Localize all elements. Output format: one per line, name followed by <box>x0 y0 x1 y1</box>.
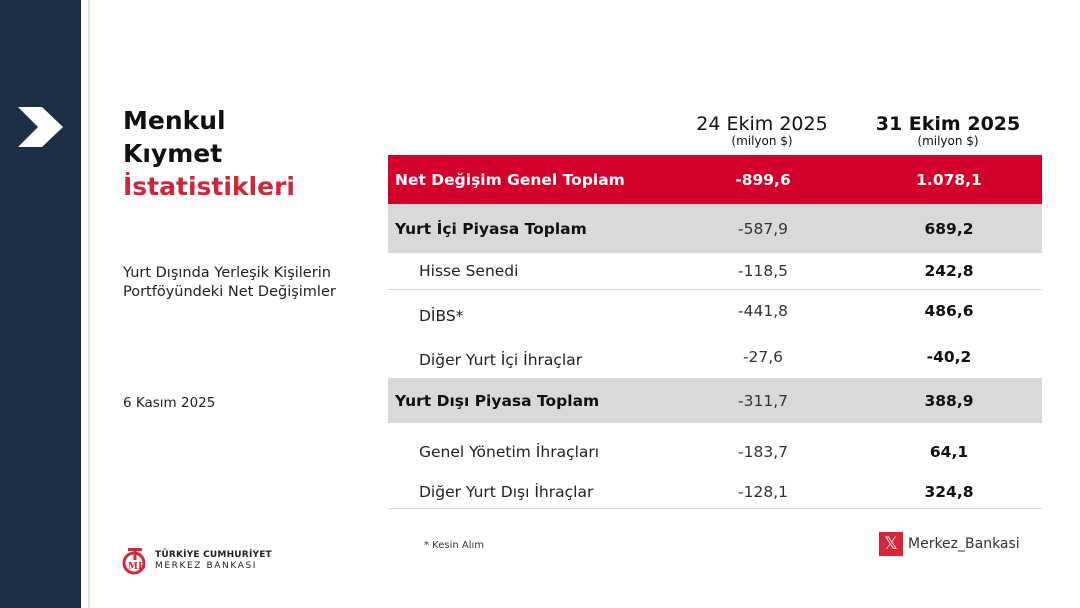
report-date: 6 Kasım 2025 <box>123 395 216 411</box>
sidebar <box>0 0 81 608</box>
subtitle-line: Portföyündeki Net Değişimler <box>123 284 336 300</box>
value-cell: -128,1 <box>738 482 788 501</box>
logo-text: MERKEZ BANKASI <box>155 561 258 571</box>
table-row: Diğer Yurt İçi İhraçlar -27,6 -40,2 <box>388 336 1042 378</box>
tcmb-logo-icon: MB <box>122 548 146 575</box>
chevron-right-icon <box>18 107 63 147</box>
value-cell: -118,5 <box>738 262 788 280</box>
data-table: Net Değişim Genel Toplam -899,6 1.078,1 Yu… <box>388 155 1042 509</box>
column-header: 31 Ekim 2025 (milyon $) <box>855 113 1041 148</box>
value-cell: -311,7 <box>738 391 788 410</box>
column-unit: (milyon $) <box>917 134 979 148</box>
x-icon: 𝕏 <box>879 532 903 556</box>
column-header: 24 Ekim 2025 (milyon $) <box>669 113 855 148</box>
title-line: İstatistikleri <box>123 172 295 201</box>
value-cell: 324,8 <box>924 482 974 501</box>
social-link[interactable]: 𝕏 Merkez_Bankasi <box>879 532 1020 556</box>
value-cell: 242,8 <box>924 262 974 280</box>
value-cell: 1.078,1 <box>916 170 982 189</box>
row-label: Net Değişim Genel Toplam <box>395 170 625 189</box>
value-cell: -587,9 <box>738 219 788 238</box>
footnote: * Kesin Alım <box>424 540 485 551</box>
value-cell: -441,8 <box>738 302 788 320</box>
table-header: 24 Ekim 2025 (milyon $) 31 Ekim 2025 (mily… <box>388 113 1042 153</box>
value-cell: 689,2 <box>924 219 974 238</box>
subtitle: Yurt Dışında Yerleşik Kişilerin Portföyü… <box>123 264 336 302</box>
table-row: Yurt Dışı Piyasa Toplam -311,7 388,9 <box>388 378 1042 423</box>
row-label: Diğer Yurt İçi İhraçlar <box>419 350 583 369</box>
table-row: Diğer Yurt Dışı İhraçlar -128,1 324,8 <box>388 475 1042 509</box>
table-row: Hisse Senedi -118,5 242,8 <box>388 253 1042 290</box>
row-label: DİBS* <box>419 307 464 325</box>
table-row: Genel Yönetim İhraçları -183,7 64,1 <box>388 423 1042 475</box>
table-row: Yurt İçi Piyasa Toplam -587,9 689,2 <box>388 204 1042 253</box>
value-cell: -899,6 <box>735 170 791 189</box>
divider <box>88 0 90 608</box>
logo-text: TÜRKİYE CUMHURİYET <box>155 550 272 560</box>
svg-text:MB: MB <box>128 562 146 572</box>
column-date: 24 Ekim 2025 <box>696 113 828 135</box>
table-row: Net Değişim Genel Toplam -899,6 1.078,1 <box>388 155 1042 204</box>
title-line: Kıymet <box>123 139 223 168</box>
row-label: Genel Yönetim İhraçları <box>419 443 600 461</box>
value-cell: 388,9 <box>924 391 974 410</box>
row-label: Hisse Senedi <box>419 262 519 280</box>
value-cell: 486,6 <box>924 302 974 320</box>
column-date: 31 Ekim 2025 <box>875 113 1021 135</box>
row-label: Yurt İçi Piyasa Toplam <box>395 219 587 238</box>
row-label: Diğer Yurt Dışı İhraçlar <box>419 482 594 501</box>
column-unit: (milyon $) <box>731 134 793 148</box>
value-cell: 64,1 <box>929 443 969 461</box>
value-cell: -40,2 <box>926 348 972 366</box>
value-cell: -27,6 <box>742 348 784 366</box>
social-handle: Merkez_Bankasi <box>908 536 1020 552</box>
logo: MB TÜRKİYE CUMHURİYET MERKEZ BANKASI <box>120 547 272 575</box>
row-label: Yurt Dışı Piyasa Toplam <box>395 391 600 410</box>
table-row: DİBS* -441,8 486,6 <box>388 290 1042 336</box>
title-line: Menkul <box>123 106 226 135</box>
page-title: Menkul Kıymet İstatistikleri <box>123 104 295 203</box>
value-cell: -183,7 <box>738 443 788 461</box>
subtitle-line: Yurt Dışında Yerleşik Kişilerin <box>123 265 331 281</box>
